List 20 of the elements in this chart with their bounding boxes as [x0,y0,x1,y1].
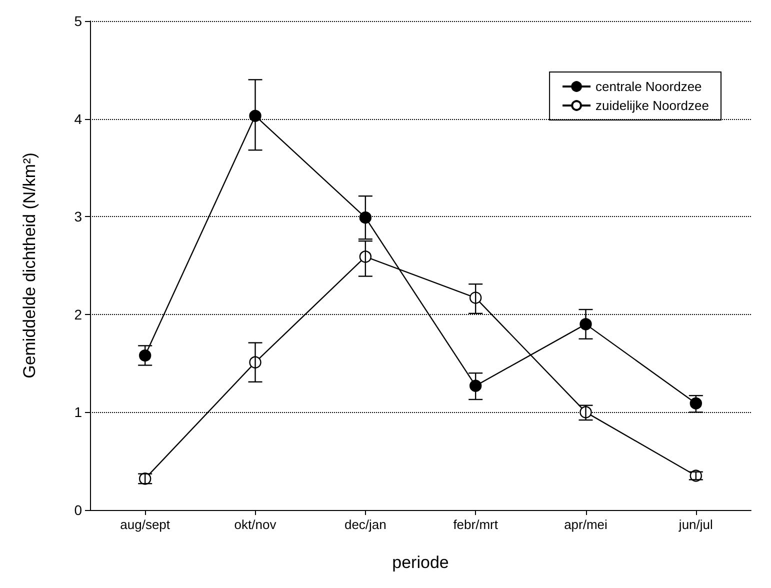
legend-label: centrale Noordzee [596,79,702,94]
y-tick-label: 5 [74,13,82,29]
x-tick-label: aug/sept [120,517,170,532]
x-axis-title: periode [392,553,449,572]
legend-label: zuidelijke Noordzee [596,98,709,113]
x-tick-label: apr/mei [564,517,608,532]
point [359,211,372,224]
x-tick-label: okt/nov [234,517,277,532]
x-tick-label: dec/jan [344,517,386,532]
y-tick-label: 4 [74,110,82,127]
point [690,397,702,410]
y-tick-label: 1 [74,404,82,420]
y-tick-label: 3 [74,208,82,225]
x-tick-label: jun/jul [678,517,714,532]
y-axis-title: Gemiddelde dichtheid (N/km²) [20,152,39,378]
y-tick-label: 0 [74,502,82,518]
y-tick-label: 2 [74,306,82,322]
point [138,349,152,362]
x-tick-label: febr/mrt [453,517,498,532]
point [469,380,482,392]
